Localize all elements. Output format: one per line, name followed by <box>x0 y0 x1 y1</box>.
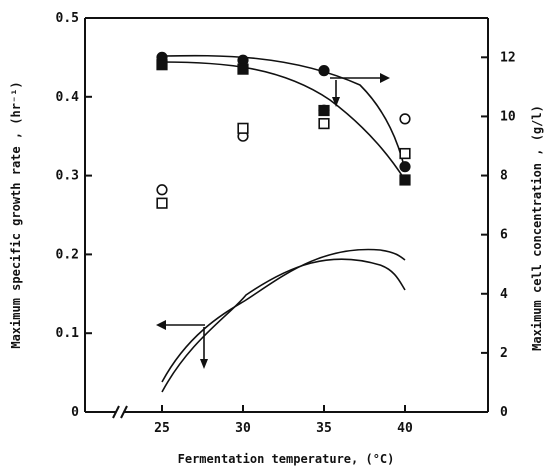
point-open-square-40 <box>399 147 411 160</box>
axis-indicator-arrows <box>156 73 390 369</box>
curve-open-circle <box>161 248 406 383</box>
point-filled-square-40 <box>399 174 411 186</box>
point-open-square-30 <box>237 122 249 134</box>
right-tick-label-0: 0 <box>500 405 508 420</box>
left-tick-label-0.5: 0.5 <box>56 11 79 26</box>
axis-break-mark-2 <box>120 405 128 419</box>
left-axis-title: Maximum specific growth rate , (hr⁻¹) <box>9 81 23 348</box>
point-open-circle-40 <box>399 113 411 125</box>
curve-filled-square <box>161 61 406 181</box>
x-tick-label-40: 40 <box>397 421 413 436</box>
curve-filled-circle <box>161 54 406 171</box>
right-tick-label-8: 8 <box>500 169 508 184</box>
point-filled-circle-35 <box>318 65 330 77</box>
x-axis-title: Fermentation temperature, (°C) <box>178 452 395 466</box>
point-open-square-25 <box>156 197 168 209</box>
right-tick-label-4: 4 <box>500 287 508 302</box>
arrow-right-head <box>380 73 390 83</box>
right-axis-title: Maximum cell concentration , (g/l) <box>530 105 544 351</box>
x-tick-label-30: 30 <box>235 421 251 436</box>
point-filled-square-35 <box>318 104 330 117</box>
markers-layer <box>156 51 411 209</box>
x-tick-label-35: 35 <box>316 421 332 436</box>
x-tick-label-25: 25 <box>154 421 170 436</box>
arrow-down-lower-head <box>200 359 208 369</box>
point-filled-square-25 <box>156 59 168 71</box>
arrow-down-upper-head <box>332 97 340 107</box>
left-tick-label-0.3: 0.3 <box>56 169 79 184</box>
point-open-circle-25 <box>156 184 168 196</box>
right-tick-label-6: 6 <box>500 228 508 243</box>
left-tick-label-0.4: 0.4 <box>56 90 80 105</box>
left-tick-label-0: 0 <box>71 405 79 420</box>
axis-break-mark-1 <box>112 405 120 419</box>
right-tick-label-2: 2 <box>500 346 508 361</box>
point-filled-square-30 <box>237 63 249 75</box>
point-open-square-35 <box>318 117 330 130</box>
left-tick-label-0.1: 0.1 <box>56 326 80 341</box>
ticks-layer: 25 30 35 40 0 0.1 0.2 0.3 0.4 0.5 0 2 4 6 8 10 12 <box>56 11 516 436</box>
point-filled-circle-40 <box>399 161 411 173</box>
left-tick-label-0.2: 0.2 <box>56 247 79 262</box>
right-tick-label-12: 12 <box>500 50 516 65</box>
right-tick-label-10: 10 <box>500 109 516 124</box>
fitted-curves <box>161 54 406 393</box>
arrow-left-head <box>156 320 166 330</box>
